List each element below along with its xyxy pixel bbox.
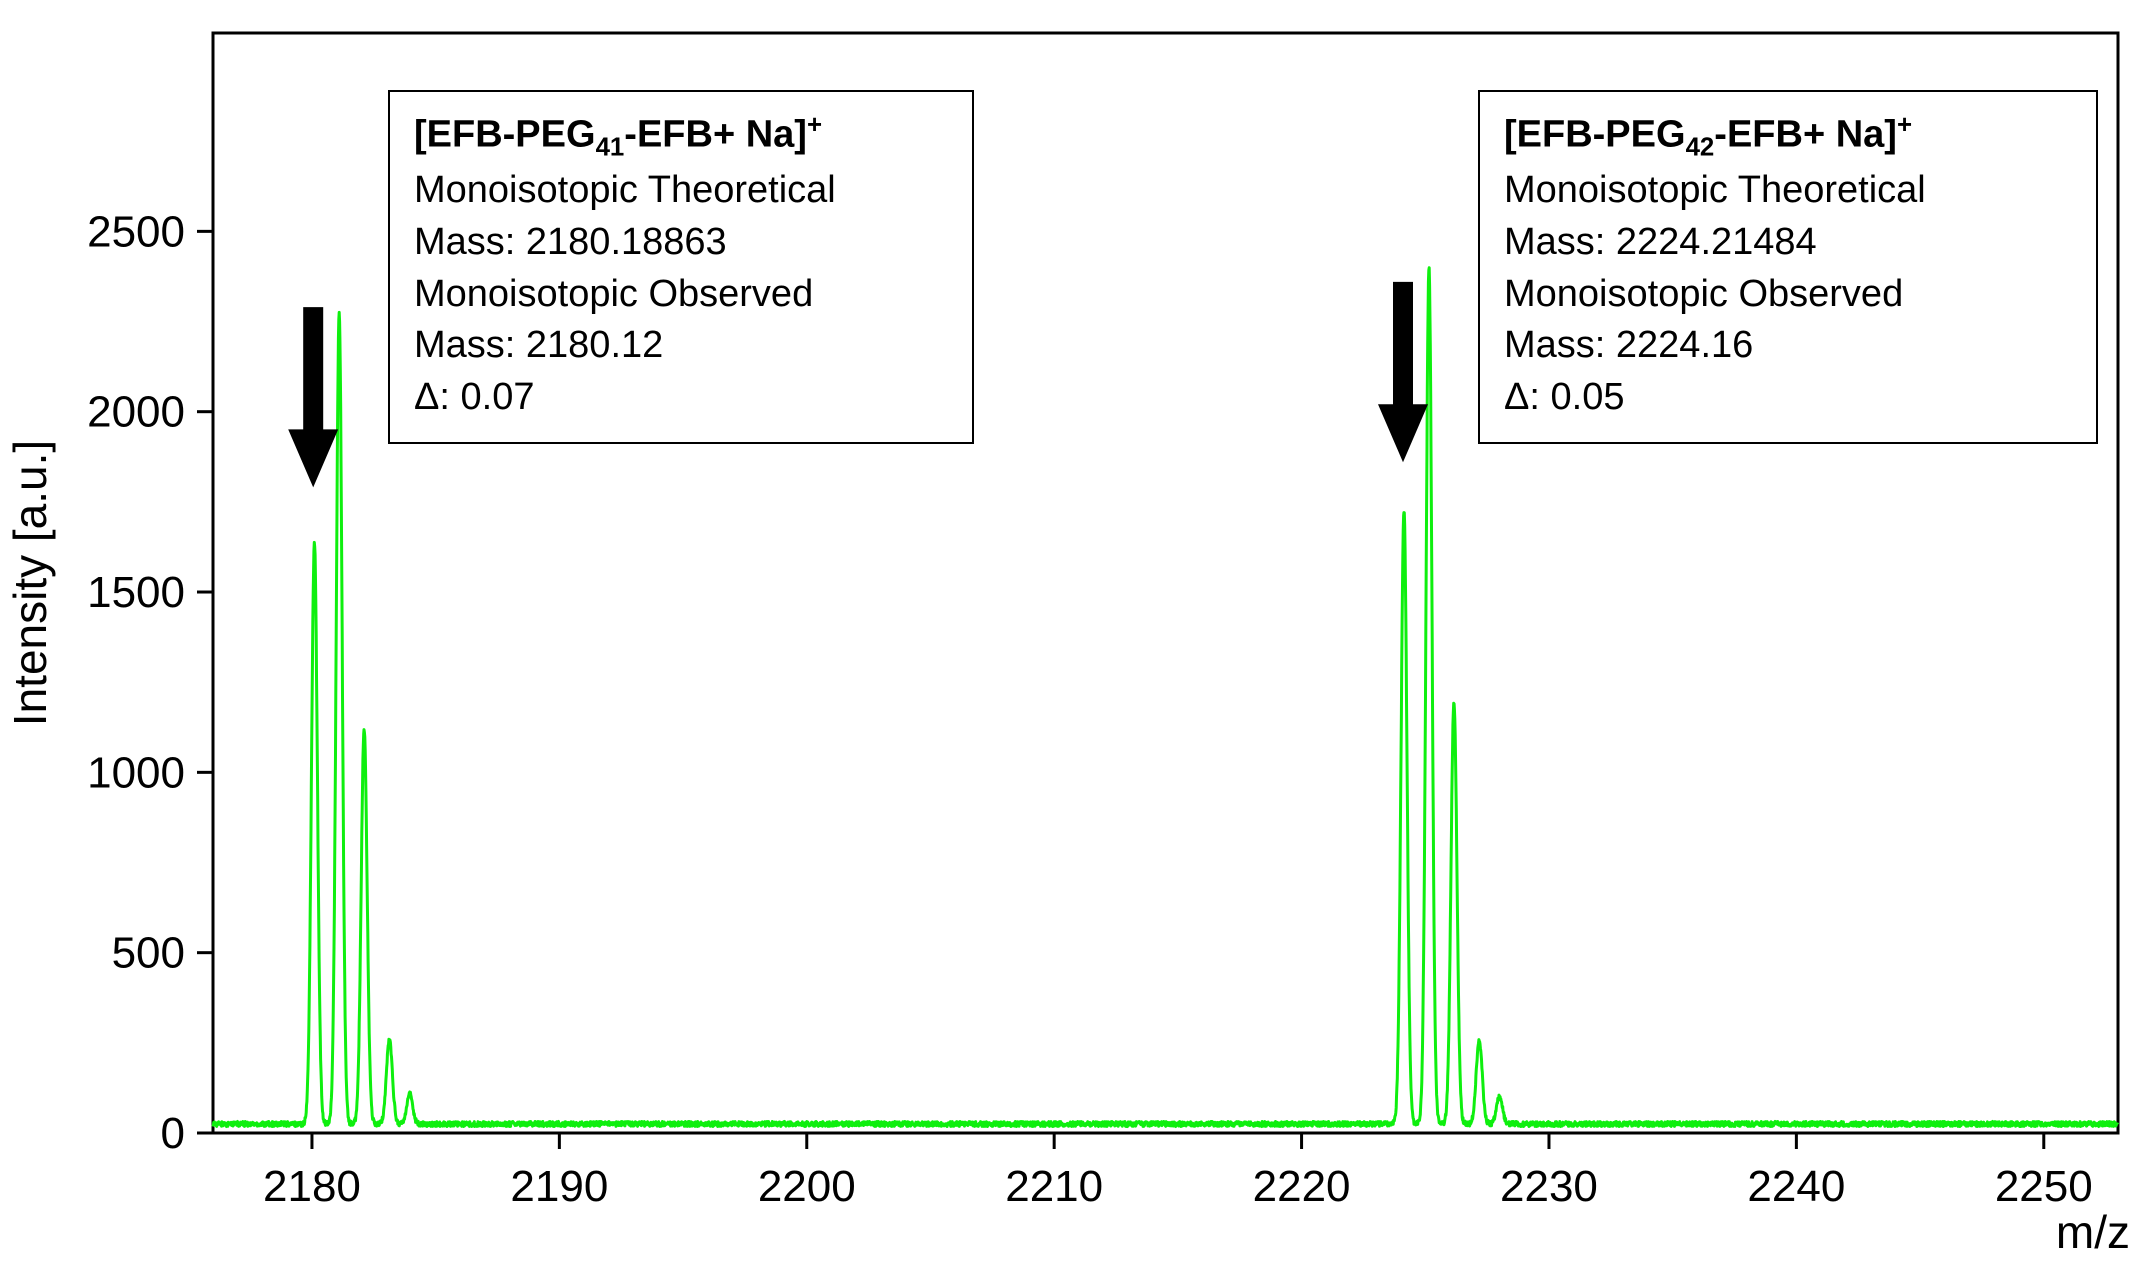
annotation-text-line: Δ: 0.05	[1504, 376, 1625, 419]
x-tick-label: 2200	[758, 1162, 856, 1211]
y-tick-label: 2500	[87, 207, 185, 256]
y-tick-label: 2000	[87, 388, 185, 437]
annotation-text-line: Mass: 2180.12	[414, 324, 664, 367]
x-tick-label: 2230	[1500, 1162, 1598, 1211]
x-tick-label: 2210	[1005, 1162, 1103, 1211]
x-axis-label: m/z	[2056, 1206, 2130, 1258]
annotation-box-peg42: [EFB-PEG42-EFB+ Na]+ Monoisotopic Theore…	[1478, 90, 2098, 444]
annotation-title-peg41: [EFB-PEG41-EFB+ Na]+	[414, 111, 823, 162]
y-tick-label: 1000	[87, 748, 185, 797]
x-tick-label: 2240	[1747, 1162, 1845, 1211]
annotation-text-line: Monoisotopic Theoretical	[1504, 169, 1926, 212]
y-tick-label: 500	[112, 929, 185, 978]
monoisotopic-peak-arrow	[288, 307, 339, 488]
x-tick-label: 2220	[1253, 1162, 1351, 1211]
annotation-text-line: Δ: 0.07	[414, 376, 535, 419]
annotation-text-line: Mass: 2180.18863	[414, 221, 727, 264]
spectrum-line	[211, 266, 2120, 1128]
monoisotopic-peak-arrow	[1378, 281, 1428, 463]
x-tick-label: 2250	[1995, 1162, 2093, 1211]
y-tick-label: 0	[161, 1109, 185, 1158]
annotation-text-line: Mass: 2224.16	[1504, 324, 1754, 367]
annotation-text-line: Monoisotopic Observed	[1504, 272, 1904, 315]
plot-border	[211, 31, 2120, 1135]
x-tick-label: 2180	[263, 1162, 361, 1211]
annotation-title-peg42: [EFB-PEG42-EFB+ Na]+	[1504, 111, 1913, 162]
annotation-box-peg41: [EFB-PEG41-EFB+ Na]+ Monoisotopic Theore…	[388, 90, 974, 444]
y-axis-label: Intensity [a.u.]	[4, 440, 56, 726]
annotation-text-line: Monoisotopic Theoretical	[414, 169, 836, 212]
x-tick-label: 2190	[510, 1162, 608, 1211]
annotation-text-line: Monoisotopic Observed	[414, 272, 814, 315]
y-tick-label: 1500	[87, 568, 185, 617]
annotation-text-line: Mass: 2224.21484	[1504, 221, 1817, 264]
